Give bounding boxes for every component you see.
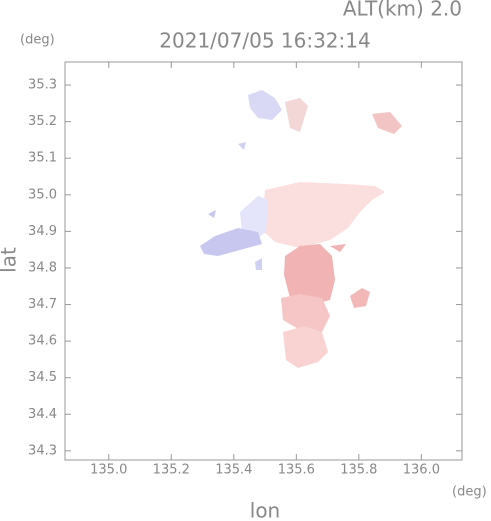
chart-title: 2021/07/05 16:32:14 — [159, 29, 370, 53]
x-axis-label: lon — [250, 499, 280, 521]
region — [200, 228, 262, 256]
region — [240, 196, 268, 240]
region — [284, 244, 335, 305]
region — [208, 210, 216, 218]
region — [285, 98, 308, 132]
x-tick-label: 135.4 — [215, 463, 252, 478]
subtitle: ALT(km) 2.0 — [343, 0, 462, 21]
x-tick-label: 135.8 — [340, 463, 377, 478]
y-unit: (deg) — [20, 33, 55, 48]
y-tick-label: 35.2 — [28, 114, 57, 129]
region — [238, 142, 246, 150]
region — [248, 90, 282, 120]
region — [255, 258, 262, 270]
region — [350, 288, 370, 308]
region — [330, 244, 346, 252]
y-tick-label: 35.3 — [28, 78, 57, 93]
region — [281, 294, 330, 332]
y-tick-label: 34.4 — [28, 407, 57, 422]
plot-frame — [64, 61, 463, 461]
region — [283, 326, 328, 368]
x-tick-label: 136.0 — [403, 463, 440, 478]
y-tick-label: 34.7 — [28, 297, 57, 312]
y-tick-label: 34.6 — [28, 334, 57, 349]
y-axis-label: lat — [0, 247, 21, 273]
y-tick-label: 34.8 — [28, 260, 57, 275]
y-tick-label: 35.1 — [28, 151, 57, 166]
y-tick-label: 34.9 — [28, 224, 57, 239]
y-tick-label: 35.0 — [28, 187, 57, 202]
region — [372, 112, 402, 134]
x-tick-label: 135.6 — [278, 463, 315, 478]
x-unit: (deg) — [452, 485, 487, 500]
echo-regions — [200, 90, 402, 368]
y-tick-label: 34.5 — [28, 370, 57, 385]
x-tick-label: 135.2 — [153, 463, 190, 478]
x-tick-label: 135.0 — [90, 463, 127, 478]
region — [262, 182, 385, 248]
y-tick-label: 34.3 — [28, 443, 57, 458]
